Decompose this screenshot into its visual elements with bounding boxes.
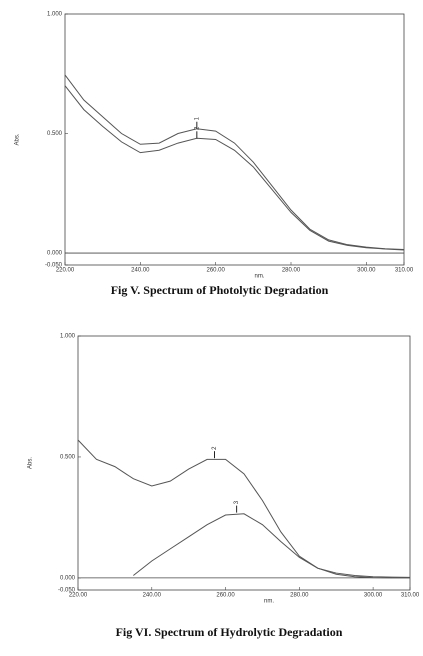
x-tick-label: 280.00: [282, 268, 301, 274]
y-axis-label: Abs.: [15, 133, 21, 145]
x-axis-label: nm.: [254, 274, 264, 280]
peak-label: 2: [212, 446, 218, 450]
y-tick-label: 1.000: [47, 12, 63, 18]
y-tick-label: 1.000: [60, 334, 76, 340]
x-tick-label: 260.00: [216, 593, 235, 599]
caption: Fig V. Spectrum of Photolytic Degradatio…: [111, 283, 329, 297]
x-tick-label: 300.00: [357, 268, 376, 274]
y-axis-label: Abs.: [28, 457, 34, 469]
spectrum-line: [77, 439, 410, 579]
y-tick-label: 0.500: [47, 131, 63, 137]
peak-label: 3: [234, 500, 240, 504]
x-tick-label: 260.00: [206, 268, 225, 274]
x-tick-label: 300.00: [364, 593, 383, 599]
y-tick-label: 0.000: [60, 575, 76, 581]
x-tick-label: 240.00: [143, 593, 162, 599]
x-tick-label: 310.00: [401, 593, 420, 599]
x-tick-label: 310.00: [395, 268, 414, 274]
x-tick-label: 280.00: [290, 593, 309, 599]
y-tick-label: -0.050: [58, 588, 76, 594]
y-tick-label: -0.050: [45, 263, 63, 269]
peak-label: 2: [194, 126, 200, 130]
x-tick-label: 220.00: [56, 268, 75, 274]
spectrum-line: [64, 74, 405, 250]
spectrum-line: [64, 85, 405, 251]
plot-frame: [64, 13, 405, 266]
x-axis-label: nm.: [264, 599, 274, 605]
x-tick-label: 240.00: [131, 268, 150, 274]
spectrum-line: [133, 513, 411, 578]
y-tick-label: 0.500: [60, 455, 76, 461]
y-tick-label: 0.000: [47, 251, 63, 257]
caption: Fig VI. Spectrum of Hydrolytic Degradati…: [116, 625, 343, 639]
peak-label: 1: [194, 116, 200, 120]
x-tick-label: 220.00: [69, 593, 88, 599]
plot-frame: [77, 335, 411, 591]
